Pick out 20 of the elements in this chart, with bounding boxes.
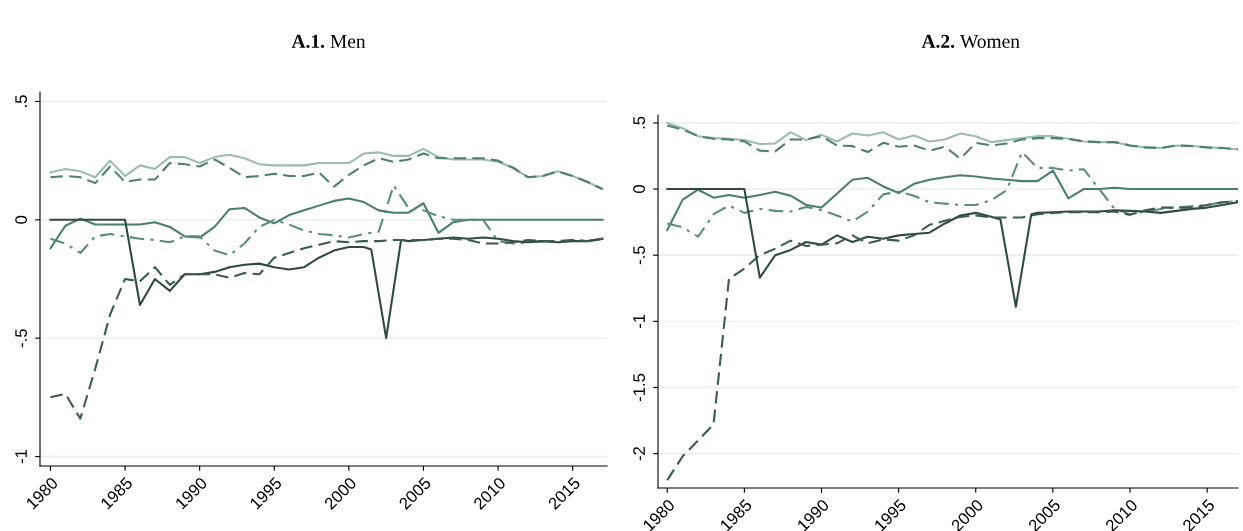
y-tick-label: -2 bbox=[633, 447, 645, 461]
y-tick-label: -.5 bbox=[633, 246, 645, 265]
y-tick-label: -1.5 bbox=[633, 373, 645, 402]
chart-title: A.1. Men bbox=[291, 34, 366, 48]
line-series bbox=[49, 197, 604, 250]
y-tick-label: -.5 bbox=[15, 329, 27, 348]
line-series bbox=[49, 218, 604, 340]
line-series bbox=[666, 121, 1238, 151]
y-tick-label: -1 bbox=[15, 449, 27, 464]
line-series bbox=[666, 124, 1238, 160]
line-series bbox=[666, 169, 1238, 232]
line-series bbox=[666, 199, 1238, 482]
y-tick-label: -1 bbox=[633, 314, 645, 329]
y-tick-label: 0 bbox=[633, 185, 645, 194]
chart-title: A.2. Women bbox=[921, 34, 1020, 48]
y-tick-label: .5 bbox=[633, 116, 645, 129]
line-series bbox=[49, 237, 604, 420]
y-tick-label: 0 bbox=[15, 215, 27, 224]
line-series bbox=[666, 188, 1238, 308]
y-tick-label: .5 bbox=[15, 95, 27, 107]
